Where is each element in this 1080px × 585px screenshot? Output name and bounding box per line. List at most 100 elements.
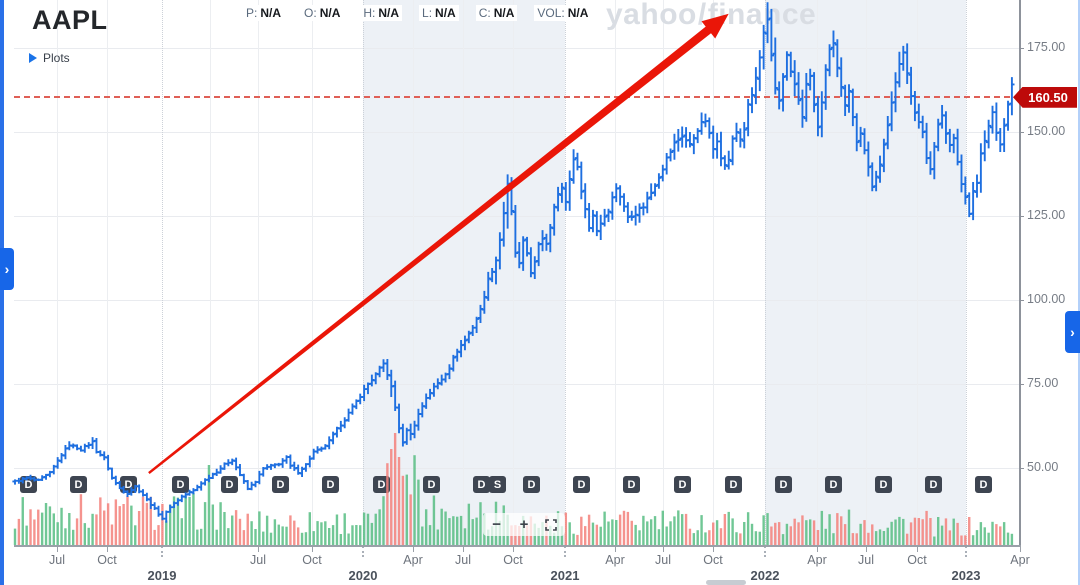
month-label: Jul [455, 553, 471, 567]
month-gridline [57, 0, 58, 545]
dividend-badge[interactable]: D [674, 476, 691, 493]
month-label: Apr [1010, 553, 1030, 567]
dividend-badge[interactable]: D [925, 476, 942, 493]
current-price-marker: 160.50 [1013, 86, 1077, 108]
month-label: Oct [907, 553, 927, 567]
month-tick [57, 546, 58, 552]
dividend-badge[interactable]: D [775, 476, 792, 493]
left-accent-border [0, 0, 4, 585]
month-tick [312, 546, 313, 552]
month-gridline [210, 0, 211, 545]
plots-expand-icon [29, 53, 37, 63]
month-gridline [312, 0, 313, 545]
legend-prev: P: N/A [243, 5, 285, 21]
month-label: Oct [97, 553, 117, 567]
chevron-right-icon: › [1070, 324, 1075, 340]
trend-arrow-annotation [148, 13, 729, 474]
price-axis-label: 50.00 [1027, 460, 1059, 474]
right-accent-border [1078, 0, 1080, 585]
month-gridline [513, 0, 514, 545]
month-gridline [413, 0, 414, 545]
price-axis-tick [1019, 48, 1024, 49]
dividend-badge[interactable]: D [322, 476, 339, 493]
dividend-badge[interactable]: D [875, 476, 892, 493]
ohlc-bars [12, 2, 1015, 523]
legend-high: H: N/A [360, 5, 403, 21]
month-label: Oct [302, 553, 322, 567]
zoom-in-button[interactable]: + [519, 516, 529, 533]
month-tick [1020, 546, 1021, 552]
chevron-right-icon: › [4, 261, 10, 277]
price-axis-tick [1019, 468, 1024, 469]
dividend-badge[interactable]: D [423, 476, 440, 493]
year-label: 2019 [147, 568, 177, 583]
month-gridline [615, 0, 616, 545]
time-scrollbar-handle[interactable] [706, 580, 746, 585]
dividend-badge[interactable]: D [825, 476, 842, 493]
price-axis-tick [1019, 300, 1024, 301]
plots-toggle[interactable]: Plots [29, 51, 70, 65]
plots-label: Plots [43, 51, 70, 65]
right-panel-expander[interactable]: › [1065, 311, 1080, 353]
month-gridline [713, 0, 714, 545]
month-tick [817, 546, 818, 552]
dividend-badge[interactable]: D [473, 476, 490, 493]
dividend-badge[interactable]: D [20, 476, 37, 493]
price-axis-tick [1019, 132, 1024, 133]
ohlc-legend: P: N/A O: N/A H: N/A L: N/A C: N/A VOL: N/A [243, 5, 592, 21]
year-gridline [162, 0, 163, 545]
dividend-badge[interactable]: D [221, 476, 238, 493]
year-tick [564, 546, 566, 557]
dividend-badge[interactable]: D [725, 476, 742, 493]
month-gridline [817, 0, 818, 545]
price-gridline [14, 216, 1020, 217]
price-axis-label: 75.00 [1027, 376, 1059, 390]
left-panel-expander[interactable]: › [0, 248, 14, 290]
watermark-slash: / [697, 0, 707, 31]
year-label: 2020 [348, 568, 378, 583]
month-tick [615, 546, 616, 552]
month-tick [663, 546, 664, 552]
price-gridline [14, 132, 1020, 133]
zoom-out-button[interactable]: − [492, 516, 502, 533]
dividend-badge[interactable]: D [623, 476, 640, 493]
dividend-badge[interactable]: D [172, 476, 189, 493]
month-tick [258, 546, 259, 552]
price-gridline [14, 300, 1020, 301]
dividend-badge[interactable]: D [573, 476, 590, 493]
price-axis-label: 125.00 [1027, 208, 1066, 222]
dividend-badge[interactable]: D [373, 476, 390, 493]
year-tick [965, 546, 967, 557]
dividend-badge[interactable]: D [523, 476, 540, 493]
month-gridline [258, 0, 259, 545]
month-gridline [107, 0, 108, 545]
fullscreen-button[interactable] [539, 513, 563, 536]
price-marker-dashed-line [14, 95, 1020, 98]
month-label: Apr [403, 553, 423, 567]
month-label: Oct [503, 553, 523, 567]
year-label: 2023 [951, 568, 981, 583]
dividend-badge[interactable]: D [272, 476, 289, 493]
year-gridline [765, 0, 766, 545]
month-label: Apr [605, 553, 625, 567]
price-axis-label: 175.00 [1027, 40, 1066, 54]
dividend-badge[interactable]: D [70, 476, 87, 493]
month-gridline [663, 0, 664, 545]
month-tick [917, 546, 918, 552]
month-label: Jul [858, 553, 874, 567]
month-gridline [463, 0, 464, 545]
price-axis-label: 150.00 [1027, 124, 1066, 138]
month-tick [866, 546, 867, 552]
month-label: Apr [807, 553, 827, 567]
month-tick [107, 546, 108, 552]
month-tick [513, 546, 514, 552]
split-badge[interactable]: S [489, 476, 506, 493]
fullscreen-icon [545, 518, 558, 531]
year-label: 2021 [550, 568, 580, 583]
year-tick [362, 546, 364, 557]
dividend-badge[interactable]: D [975, 476, 992, 493]
price-axis-label: 100.00 [1027, 292, 1066, 306]
